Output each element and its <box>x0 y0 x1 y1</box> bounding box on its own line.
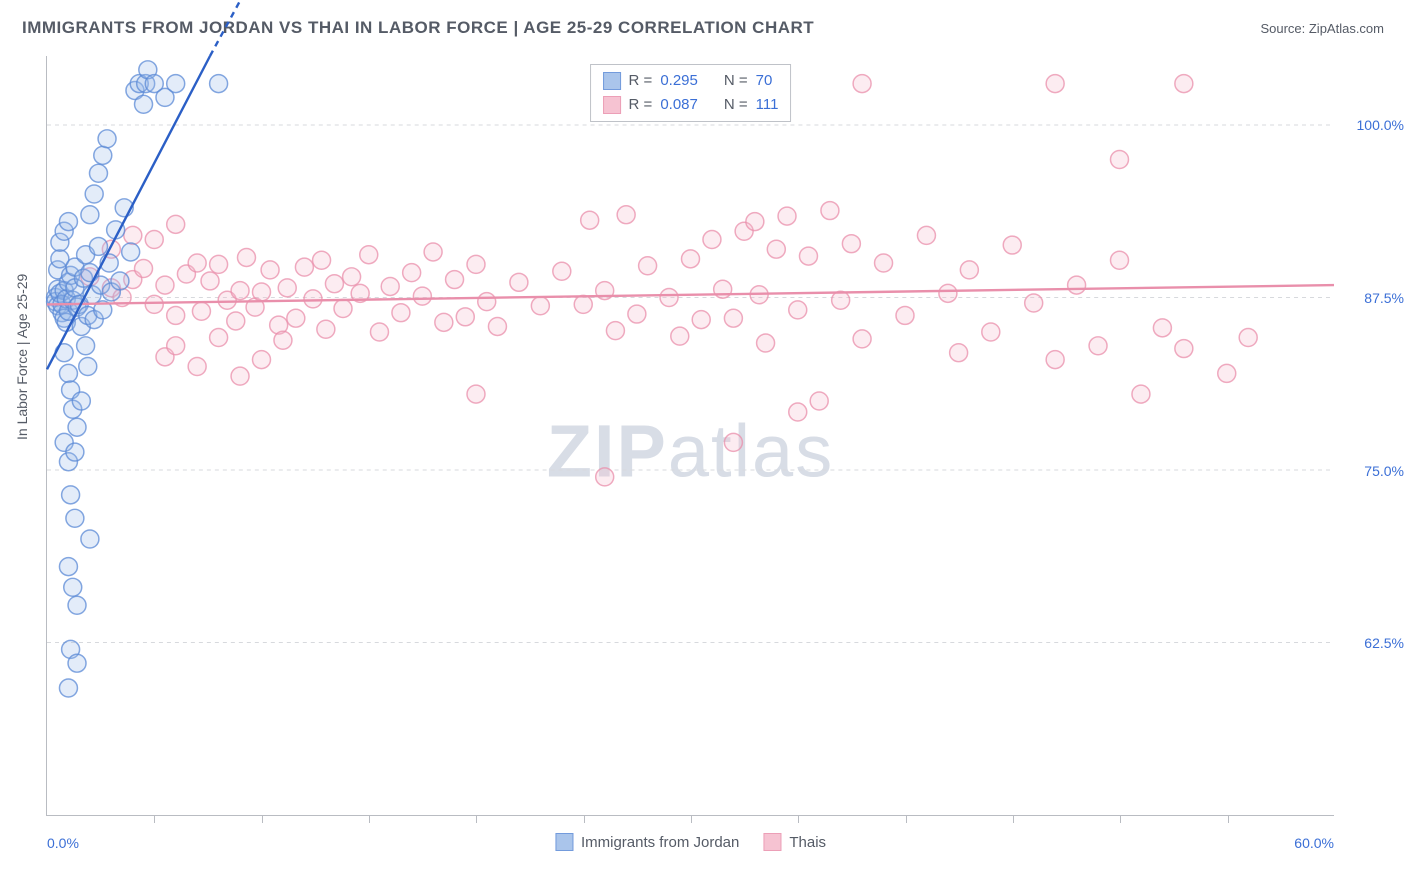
legend-swatch-jordan <box>603 72 621 90</box>
r-value-thais: 0.087 <box>660 93 698 117</box>
source-value: ZipAtlas.com <box>1309 21 1384 36</box>
r-value-jordan: 0.295 <box>660 69 698 93</box>
x-axis-min-label: 0.0% <box>47 835 79 851</box>
source-prefix: Source: <box>1260 21 1308 36</box>
plot-area: ZIPatlas 62.5%75.0%87.5%100.0% 0.0% 60.0… <box>46 56 1334 816</box>
y-axis-title: In Labor Force | Age 25-29 <box>14 274 30 440</box>
x-tick <box>1013 815 1014 823</box>
legend-swatch-thais <box>603 96 621 114</box>
r-label: R = <box>629 93 653 117</box>
n-value-jordan: 70 <box>756 69 773 93</box>
legend-stats-box: R = 0.295 N = 70 R = 0.087 N = 111 <box>590 64 792 122</box>
chart-title: IMMIGRANTS FROM JORDAN VS THAI IN LABOR … <box>22 18 814 38</box>
x-tick <box>476 815 477 823</box>
title-bar: IMMIGRANTS FROM JORDAN VS THAI IN LABOR … <box>22 18 1384 38</box>
n-label: N = <box>724 93 748 117</box>
legend-item-thais: Thais <box>763 833 826 851</box>
x-axis-max-label: 60.0% <box>1294 835 1334 851</box>
legend-swatch-jordan <box>555 833 573 851</box>
n-value-thais: 111 <box>756 93 779 117</box>
y-grid-label: 87.5% <box>1364 290 1404 306</box>
x-tick <box>369 815 370 823</box>
x-tick <box>584 815 585 823</box>
x-tick <box>798 815 799 823</box>
x-tick <box>906 815 907 823</box>
legend-item-jordan: Immigrants from Jordan <box>555 833 739 851</box>
y-grid-label: 100.0% <box>1357 117 1404 133</box>
legend-label-thais: Thais <box>789 834 826 851</box>
plot-svg <box>47 56 1334 815</box>
x-tick <box>1120 815 1121 823</box>
x-tick <box>262 815 263 823</box>
legend-swatch-thais <box>763 833 781 851</box>
x-tick <box>691 815 692 823</box>
x-tick <box>1228 815 1229 823</box>
legend-bottom: Immigrants from Jordan Thais <box>555 833 826 851</box>
y-grid-label: 62.5% <box>1364 635 1404 651</box>
r-label: R = <box>629 69 653 93</box>
legend-label-jordan: Immigrants from Jordan <box>581 834 739 851</box>
n-label: N = <box>724 69 748 93</box>
legend-stats-row: R = 0.087 N = 111 <box>603 93 779 117</box>
legend-stats-row: R = 0.295 N = 70 <box>603 69 779 93</box>
source-label: Source: ZipAtlas.com <box>1260 21 1384 36</box>
x-tick <box>154 815 155 823</box>
y-grid-label: 75.0% <box>1364 463 1404 479</box>
